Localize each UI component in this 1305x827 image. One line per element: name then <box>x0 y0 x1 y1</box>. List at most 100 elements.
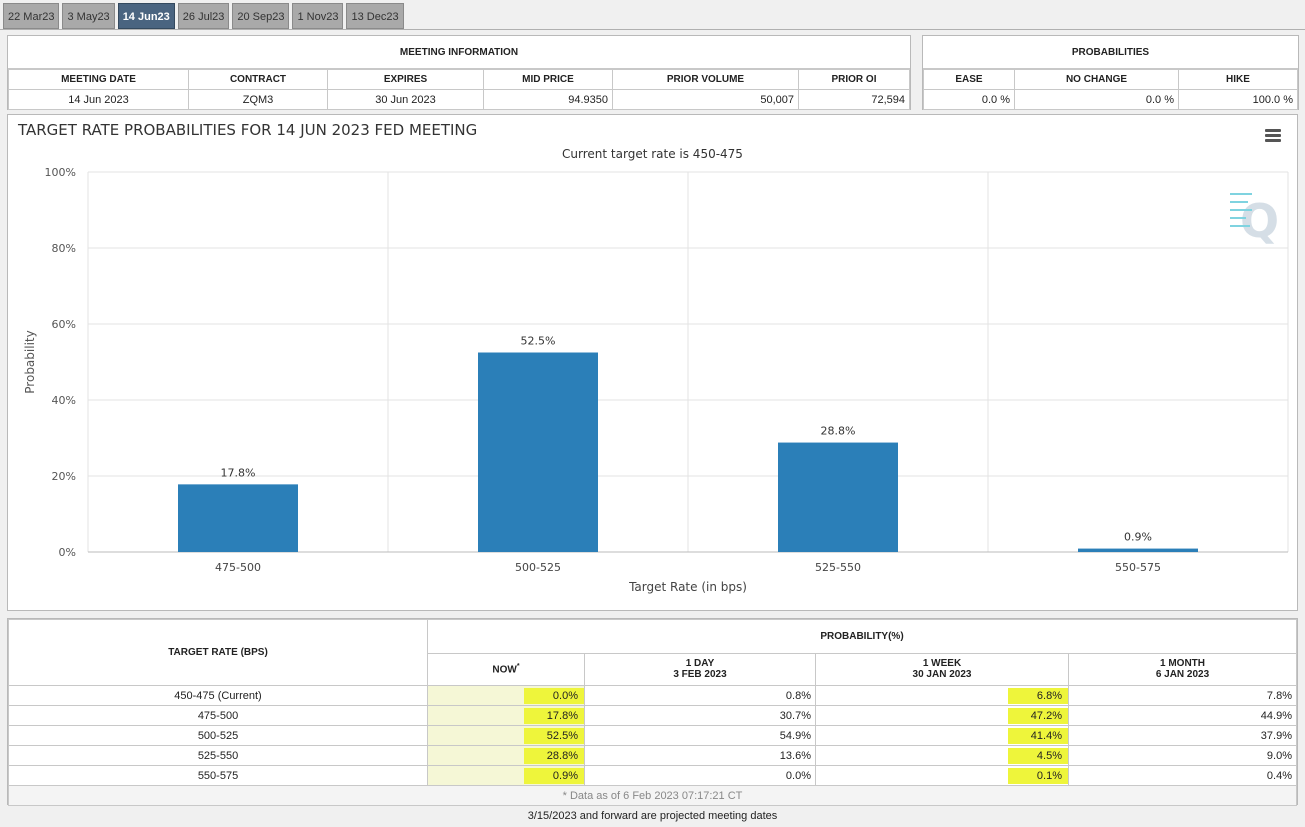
data-label: 52.5% <box>521 335 556 348</box>
one-day-header: 1 DAY 3 FEB 2023 <box>584 652 816 686</box>
now-value: 0.9% <box>524 767 584 784</box>
now-cell: 0.9% <box>427 765 585 786</box>
prior-volume-header: PRIOR VOLUME <box>612 69 799 90</box>
probabilities-title: PROBABILITIES <box>923 36 1298 69</box>
prior-volume-value: 50,007 <box>612 89 799 110</box>
one-week-value: 0.1% <box>1008 767 1068 784</box>
table-row: 475-500 17.8% 30.7% 47.2% 44.9% <box>8 705 1297 726</box>
one-month-cell: 44.9% <box>1068 705 1297 726</box>
meeting-information-panel: MEETING INFORMATION MEETING DATE CONTRAC… <box>7 35 911 110</box>
one-week-cell: 0.1% <box>815 765 1069 786</box>
x-tick-label: 525-550 <box>815 561 861 574</box>
hike-value: 100.0 % <box>1178 89 1298 110</box>
bar-550-575 <box>1078 548 1198 552</box>
now-value: 0.0% <box>524 687 584 704</box>
table-row: 450-475 (Current) 0.0% 0.8% 6.8% 7.8% <box>8 685 1297 706</box>
now-value: 28.8% <box>524 747 584 764</box>
tab-1-nov23[interactable]: 1 Nov23 <box>292 3 344 29</box>
table-row: 550-575 0.9% 0.0% 0.1% 0.4% <box>8 765 1297 786</box>
one-day-cell: 0.8% <box>584 685 816 706</box>
ease-header: EASE <box>923 69 1015 90</box>
expires-header: EXPIRES <box>327 69 484 90</box>
probabilities-panel: PROBABILITIES EASE NO CHANGE HIKE 0.0 % … <box>922 35 1299 110</box>
bar-525-550 <box>778 442 898 552</box>
now-value: 52.5% <box>524 727 584 744</box>
table-row: 525-550 28.8% 13.6% 4.5% 9.0% <box>8 745 1297 766</box>
one-day-cell: 30.7% <box>584 705 816 726</box>
data-timestamp-footnote: * Data as of 6 Feb 2023 07:17:21 CT <box>8 785 1297 806</box>
tab-22-mar23[interactable]: 22 Mar23 <box>3 3 60 29</box>
mid-price-value: 94.9350 <box>483 89 613 110</box>
now-cell: 0.0% <box>427 685 585 706</box>
x-axis-title: Target Rate (in bps) <box>628 580 747 594</box>
data-label: 17.8% <box>221 466 256 479</box>
y-tick-label: 100% <box>45 166 76 179</box>
y-axis-title: Probability <box>23 330 37 393</box>
chart-title: TARGET RATE PROBABILITIES FOR 14 JUN 202… <box>18 121 478 139</box>
tab-26-jul23[interactable]: 26 Jul23 <box>177 3 230 29</box>
data-label: 28.8% <box>821 425 856 438</box>
now-header: NOW* <box>427 652 585 686</box>
one-week-cell: 4.5% <box>815 745 1069 766</box>
one-month-header: 1 MONTH 6 JAN 2023 <box>1068 652 1297 686</box>
meeting-information-table: MEETING DATE CONTRACT EXPIRES MID PRICE … <box>8 69 910 110</box>
meeting-date-value: 14 Jun 2023 <box>8 89 189 110</box>
tab-14-jun23[interactable]: 14 Jun23 <box>117 3 175 29</box>
one-month-cell: 7.8% <box>1068 685 1297 706</box>
data-label: 0.9% <box>1124 531 1152 544</box>
prior-oi-header: PRIOR OI <box>798 69 910 90</box>
contract-value: ZQM3 <box>188 89 328 110</box>
x-tick-label: 475-500 <box>215 561 261 574</box>
expires-value: 30 Jun 2023 <box>327 89 484 110</box>
target-rate-header: TARGET RATE (BPS) <box>8 619 428 686</box>
tab-13-dec23[interactable]: 13 Dec23 <box>346 3 404 29</box>
one-day-cell: 0.0% <box>584 765 816 786</box>
one-week-value: 6.8% <box>1008 687 1068 704</box>
tabs-divider <box>0 29 1305 30</box>
bar-475-500 <box>178 484 298 552</box>
one-month-cell: 37.9% <box>1068 725 1297 746</box>
meeting-information-title: MEETING INFORMATION <box>8 36 910 69</box>
one-week-cell: 41.4% <box>815 725 1069 746</box>
tab-3-may23[interactable]: 3 May23 <box>62 3 115 29</box>
target-rate-probability-table: TARGET RATE (BPS) PROBABILITY(%) NOW* 1 … <box>8 619 1297 806</box>
meeting-date-header: MEETING DATE <box>8 69 189 90</box>
y-tick-label: 80% <box>52 242 76 255</box>
prior-oi-value: 72,594 <box>798 89 910 110</box>
y-tick-label: 60% <box>52 318 76 331</box>
target-rate-cell: 550-575 <box>8 765 428 786</box>
now-cell: 17.8% <box>427 705 585 726</box>
now-value: 17.8% <box>524 707 584 724</box>
hike-header: HIKE <box>1178 69 1298 90</box>
y-tick-label: 0% <box>59 546 76 559</box>
mid-price-header: MID PRICE <box>483 69 613 90</box>
probabilities-table: EASE NO CHANGE HIKE 0.0 % 0.0 % 100.0 % <box>923 69 1298 110</box>
meeting-tabs: 22 Mar23 3 May23 14 Jun23 26 Jul23 20 Se… <box>3 3 404 29</box>
y-tick-label: 40% <box>52 394 76 407</box>
one-week-cell: 6.8% <box>815 685 1069 706</box>
now-cell: 28.8% <box>427 745 585 766</box>
table-row: 500-525 52.5% 54.9% 41.4% 37.9% <box>8 725 1297 746</box>
one-week-value: 41.4% <box>1008 727 1068 744</box>
tab-20-sep23[interactable]: 20 Sep23 <box>232 3 290 29</box>
one-day-cell: 13.6% <box>584 745 816 766</box>
one-month-cell: 0.4% <box>1068 765 1297 786</box>
target-rate-cell: 500-525 <box>8 725 428 746</box>
target-rate-cell: 450-475 (Current) <box>8 685 428 706</box>
now-cell: 52.5% <box>427 725 585 746</box>
probability-header: PROBABILITY(%) <box>427 619 1297 654</box>
chart-menu-icon[interactable] <box>1265 129 1281 142</box>
one-week-value: 4.5% <box>1008 747 1068 764</box>
no-change-value: 0.0 % <box>1014 89 1179 110</box>
one-day-cell: 54.9% <box>584 725 816 746</box>
quikstrike-logo: Q <box>1230 193 1279 248</box>
probability-table-panel: TARGET RATE (BPS) PROBABILITY(%) NOW* 1 … <box>7 618 1298 806</box>
chart-panel: TARGET RATE PROBABILITIES FOR 14 JUN 202… <box>7 114 1298 611</box>
one-week-cell: 47.2% <box>815 705 1069 726</box>
no-change-header: NO CHANGE <box>1014 69 1179 90</box>
projected-dates-note: 3/15/2023 and forward are projected meet… <box>527 810 778 822</box>
bar-chart: Q 0% 20% 40% 60% 80% 100% 17.8% 475-500 52.5% 500… <box>23 166 1289 594</box>
x-tick-label: 550-575 <box>1115 561 1161 574</box>
bar-500-525 <box>478 352 598 552</box>
target-rate-cell: 475-500 <box>8 705 428 726</box>
